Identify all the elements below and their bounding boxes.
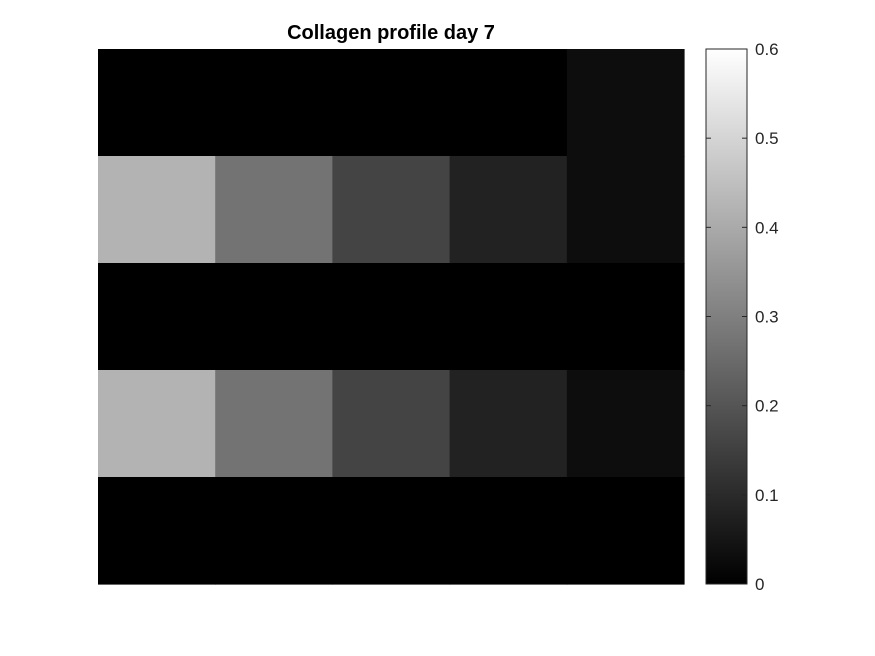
colorbar: 0 0.1 0.2 0.3 0.4 0.5 0.6	[705, 40, 779, 594]
heatmap-cell-r5-c2	[215, 477, 333, 585]
heatmap-cell-r1-c5	[566, 49, 685, 157]
colorbar-tick-label: 0.2	[755, 397, 779, 416]
heatmap-cell-r1-c4	[449, 49, 568, 157]
heatmap-cell-r2-c3	[332, 156, 451, 264]
heatmap-cell-r2-c4	[449, 156, 568, 264]
heatmap-cell-r5-c1	[98, 477, 216, 585]
heatmap-cell-r4-c3	[332, 370, 451, 478]
heatmap-cell-r3-c5	[566, 263, 685, 371]
heatmap-cell-r5-c5	[566, 477, 685, 585]
colorbar-tick-label: 0.5	[755, 129, 779, 148]
heatmap-cell-r2-c1	[98, 156, 216, 264]
colorbar-tick-label: 0.4	[755, 218, 779, 237]
heatmap-cell-r1-c2	[215, 49, 333, 157]
colorbar-gradient	[705, 48, 748, 585]
heatmap-cell-r5-c4	[449, 477, 568, 585]
heatmap-cell-r4-c1	[98, 370, 216, 478]
heatmap-cell-r4-c5	[566, 370, 685, 478]
heatmap-cell-r4-c4	[449, 370, 568, 478]
heatmap-cell-r3-c1	[98, 263, 216, 371]
colorbar-tick-label: 0.1	[755, 486, 779, 505]
heatmap-cell-r3-c3	[332, 263, 451, 371]
heatmap	[98, 49, 685, 585]
heatmap-cell-r4-c2	[215, 370, 333, 478]
heatmap-cell-r2-c2	[215, 156, 333, 264]
colorbar-tick-label: 0	[755, 575, 764, 594]
heatmap-cell-r2-c5	[566, 156, 685, 264]
heatmap-cell-r3-c4	[449, 263, 568, 371]
chart-title: Collagen profile day 7	[287, 22, 495, 44]
heatmap-cell-r1-c1	[98, 49, 216, 157]
heatmap-cell-r5-c3	[332, 477, 451, 585]
heatmap-cell-r1-c3	[332, 49, 451, 157]
heatmap-cell-r3-c2	[215, 263, 333, 371]
colorbar-tick-label: 0.6	[755, 40, 779, 59]
colorbar-tick-label: 0.3	[755, 308, 779, 327]
colorbar-ticks: 0 0.1 0.2 0.3 0.4 0.5 0.6	[706, 40, 779, 594]
